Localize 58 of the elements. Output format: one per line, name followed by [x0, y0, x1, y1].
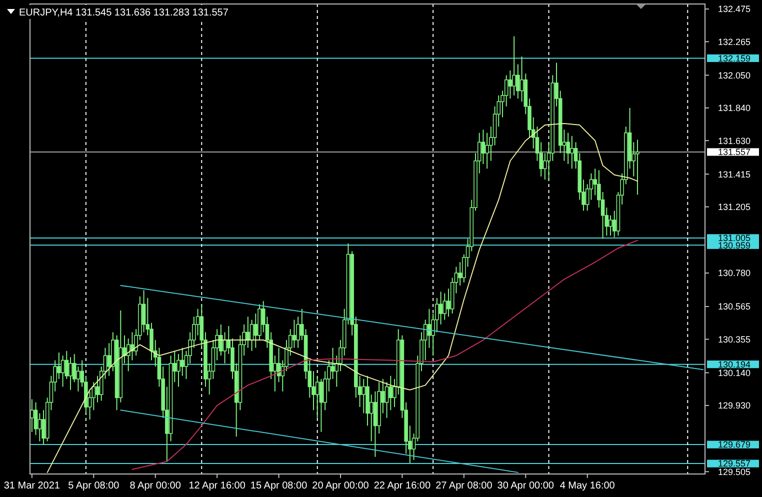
- candlestick: [38, 412, 42, 442]
- x-tick-label: 15 Apr 08:00: [250, 480, 308, 492]
- ref-line-label: 129.557: [718, 458, 751, 469]
- y-tick-label: 132.265: [718, 36, 751, 47]
- candlestick: [566, 132, 570, 164]
- candlestick: [508, 70, 512, 100]
- x-tick-label: 12 Apr 16:00: [188, 480, 246, 492]
- y-tick-label: 132.475: [718, 4, 751, 14]
- candlestick: [608, 214, 612, 236]
- y-tick-label: 129.930: [718, 400, 751, 411]
- x-tick-label: 31 Mar 2021: [4, 480, 60, 492]
- candlestick: [442, 292, 447, 320]
- candlestick: [512, 36, 516, 96]
- candlestick: [96, 375, 100, 403]
- candlestick: [438, 291, 443, 325]
- candlestick: [362, 378, 366, 414]
- candlestick: [292, 319, 296, 348]
- candlestick: [636, 139, 640, 196]
- ref-line-label: 132.159: [718, 53, 751, 64]
- x-tick-label: 4 May 16:00: [560, 480, 616, 492]
- candlestick: [107, 342, 111, 376]
- y-tick-label: 130.780: [718, 268, 751, 278]
- x-tick-label: 20 Apr 00:00: [312, 480, 370, 492]
- ref-line-label: 130.194: [718, 359, 751, 370]
- y-tick-label: 131.840: [718, 103, 751, 114]
- candlestick: [60, 355, 65, 388]
- x-tick-label: 22 Apr 16:00: [374, 480, 432, 492]
- candlestick: [76, 366, 80, 392]
- line-series: [132, 240, 638, 470]
- y-tick-label: 132.050: [718, 70, 751, 80]
- candlestick: [319, 378, 324, 432]
- ref-line-label: 131.557: [718, 147, 751, 158]
- candlestick: [180, 347, 184, 376]
- candlestick: [246, 316, 250, 348]
- candlestick: [481, 129, 486, 164]
- y-tick-label: 130.140: [718, 368, 751, 378]
- candlestick: [373, 390, 378, 458]
- x-tick-label: 8 Apr 00:00: [130, 480, 182, 492]
- line-series: [46, 122, 638, 473]
- y-tick-label: 130.355: [718, 334, 751, 344]
- candlestick: [142, 290, 146, 333]
- x-tick-label: 5 Apr 08:00: [68, 480, 120, 492]
- x-tick-label: 27 Apr 08:00: [436, 480, 493, 492]
- y-tick-label: 130.565: [718, 302, 751, 312]
- ref-line-label: 129.679: [718, 440, 751, 450]
- candlestick: [330, 347, 335, 380]
- candlestick: [315, 375, 320, 418]
- candlestick: [30, 398, 34, 432]
- y-tick-label: 131.630: [718, 136, 751, 146]
- candlestick: [570, 135, 574, 170]
- candlestick: [68, 356, 72, 390]
- x-tick-label: 30 Apr 00:00: [497, 480, 554, 492]
- chart-title: EURJPY,H4 131.545 131.636 131.283 131.557: [19, 8, 229, 18]
- y-tick-label: 131.415: [718, 169, 751, 180]
- y-tick-label: 129.505: [718, 466, 751, 477]
- y-tick-label: 131.205: [718, 202, 751, 212]
- candlestick: [57, 352, 61, 380]
- candlestick: [388, 375, 393, 411]
